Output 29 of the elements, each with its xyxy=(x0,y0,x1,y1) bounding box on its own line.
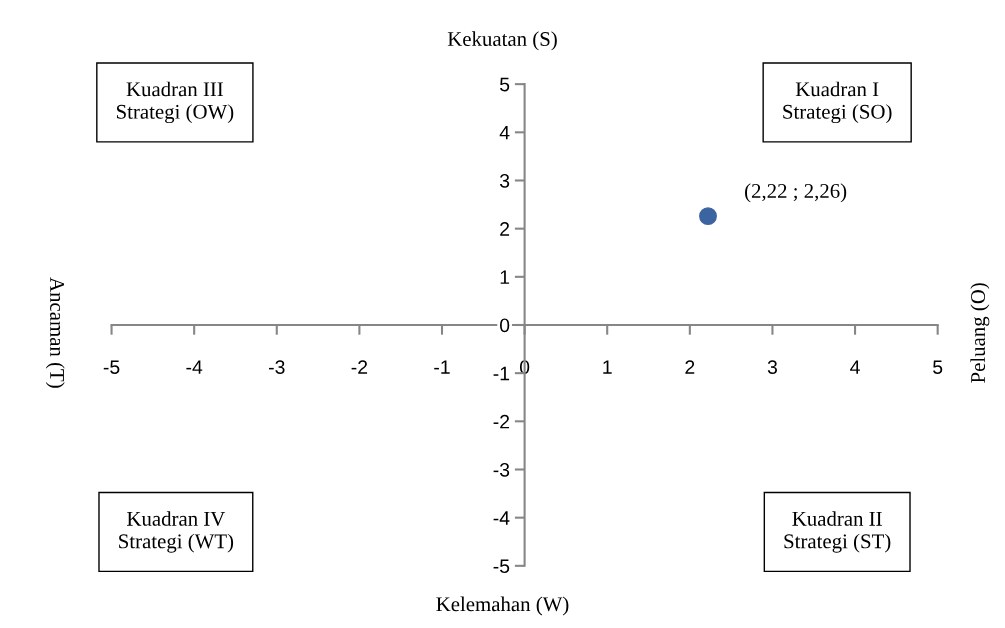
y-tick-label: 3 xyxy=(499,173,510,188)
annotation: Kuadran I Strategi (SO) xyxy=(783,81,892,124)
x-tick-label: -3 xyxy=(269,360,285,374)
y-tick-label: -3 xyxy=(493,462,510,477)
annotation: Kuadran III Strategi (OW) xyxy=(116,81,234,124)
y2-axis-title: Peluang (O) xyxy=(970,283,990,383)
chart-title: Kekuatan (S) xyxy=(447,31,557,51)
y-tick-label: 2 xyxy=(500,222,510,236)
x-tick-label: 1 xyxy=(603,360,612,374)
y-tick-label: -2 xyxy=(493,414,510,429)
x-tick-label: 3 xyxy=(767,360,777,374)
y-tick-label: -4 xyxy=(493,511,510,525)
annotation: Kuadran II Strategi (ST) xyxy=(784,511,891,553)
y-tick-label: 4 xyxy=(499,125,510,140)
y-tick-label: 0 xyxy=(499,318,510,333)
y-tick-label: -5 xyxy=(493,559,510,574)
x-tick-label: 5 xyxy=(933,360,943,374)
annotation: (2,22 ; 2,26) xyxy=(745,183,847,203)
x-tick-label: 4 xyxy=(850,360,860,374)
annotation: Kuadran IV Strategi (WT) xyxy=(119,511,234,553)
x-tick-label: -4 xyxy=(186,360,203,374)
x-axis-title: Kelemahan (W) xyxy=(436,596,569,616)
x-tick-label: -5 xyxy=(103,360,120,374)
y-axis-title: Ancaman (T) xyxy=(45,277,65,388)
x-tick-label: -1 xyxy=(434,360,450,374)
y-tick-label: 5 xyxy=(499,77,510,92)
y-tick-label: 1 xyxy=(500,270,510,284)
x-tick-label: 2 xyxy=(685,360,695,374)
x-tick-label: -2 xyxy=(351,360,368,374)
